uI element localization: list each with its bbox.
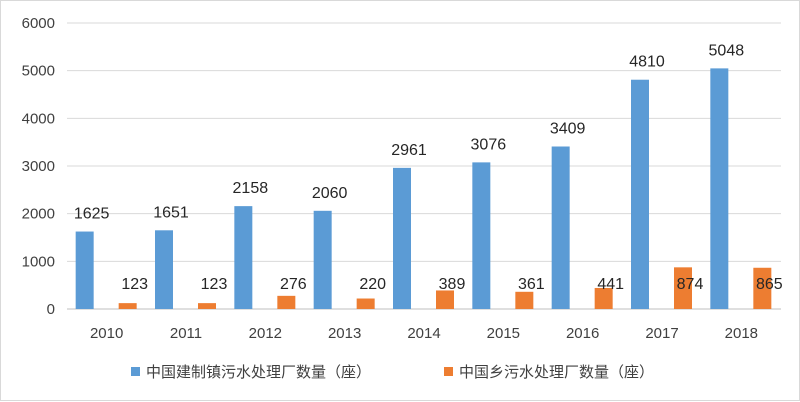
y-tick-label: 4000 xyxy=(22,110,55,127)
bar xyxy=(277,295,296,309)
y-tick-label: 1000 xyxy=(22,253,55,270)
data-label: 5048 xyxy=(709,42,745,59)
bar xyxy=(118,303,137,309)
y-tick-label: 5000 xyxy=(22,63,55,80)
bar xyxy=(710,68,729,310)
data-label: 2158 xyxy=(233,180,269,197)
bar xyxy=(198,303,216,309)
y-tick-label: 2000 xyxy=(22,206,55,223)
bar xyxy=(393,167,411,309)
data-label: 123 xyxy=(121,276,148,293)
x-tick-label: 2014 xyxy=(407,325,440,342)
bar xyxy=(472,162,491,309)
bar xyxy=(356,298,375,309)
bar xyxy=(674,267,692,309)
data-label: 441 xyxy=(597,276,624,293)
gridlines xyxy=(67,22,781,310)
data-label: 123 xyxy=(201,276,228,293)
legend-label: 中国建制镇污水处理厂数量（座） xyxy=(146,363,371,381)
data-label: 2060 xyxy=(312,185,348,202)
x-tick-label: 2013 xyxy=(328,325,361,342)
legend-label: 中国乡污水处理厂数量（座） xyxy=(459,363,654,381)
legend-swatch xyxy=(131,367,140,376)
data-label: 276 xyxy=(280,276,307,293)
bar xyxy=(155,230,173,309)
data-label: 389 xyxy=(439,276,466,293)
bar xyxy=(631,79,649,310)
x-tick-label: 2012 xyxy=(249,325,282,342)
data-label: 874 xyxy=(677,276,704,293)
bar xyxy=(753,267,772,309)
y-axis-ticks: 0 1000 2000 3000 4000 5000 6000 xyxy=(22,15,55,318)
legend: 中国建制镇污水处理厂数量（座） 中国乡污水处理厂数量（座） xyxy=(131,363,654,381)
bar xyxy=(75,231,94,309)
x-tick-label: 2016 xyxy=(566,325,599,342)
x-tick-label: 2018 xyxy=(725,325,758,342)
y-tick-label: 6000 xyxy=(22,15,55,32)
data-label: 4810 xyxy=(629,54,665,71)
x-axis-ticks: 2010 2011 2012 2013 2014 2015 2016 2017 2018 xyxy=(90,325,758,342)
bar xyxy=(313,210,332,309)
x-tick-label: 2010 xyxy=(90,325,123,342)
data-label: 220 xyxy=(359,276,386,293)
data-label: 361 xyxy=(518,276,545,293)
data-label: 865 xyxy=(756,276,783,293)
bar xyxy=(234,206,253,309)
data-label: 1651 xyxy=(153,204,189,221)
bar xyxy=(436,290,454,309)
bar xyxy=(515,291,534,309)
bar xyxy=(594,287,613,309)
x-tick-label: 2015 xyxy=(487,325,520,342)
bars: 1625 123 1651 123 2158 276 2060 220 2961 389 3076 3… xyxy=(74,42,783,310)
legend-swatch xyxy=(444,367,453,376)
bar xyxy=(551,146,570,309)
data-label: 3409 xyxy=(550,121,586,138)
y-tick-label: 0 xyxy=(47,301,55,318)
y-tick-label: 3000 xyxy=(22,158,55,175)
data-label: 2961 xyxy=(391,142,427,159)
x-tick-label: 2017 xyxy=(645,325,678,342)
data-label: 1625 xyxy=(74,206,110,223)
data-label: 3076 xyxy=(471,136,507,153)
x-tick-label: 2011 xyxy=(170,325,202,342)
